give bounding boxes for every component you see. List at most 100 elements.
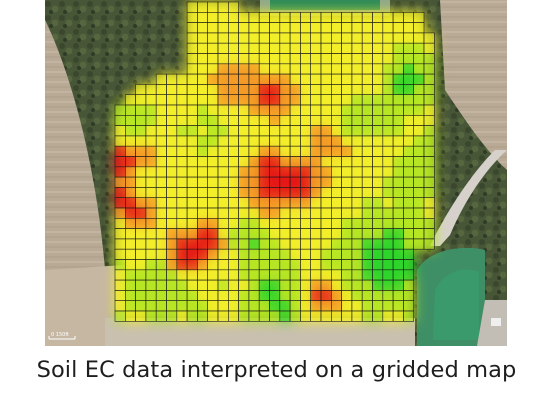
ec-grid-cell [300,248,311,260]
ec-grid-cell [258,63,270,75]
ec-grid-cell [351,300,363,312]
ec-grid-cell [392,94,404,106]
ec-grid-cell [228,228,239,240]
ec-grid-cell [320,290,332,301]
ec-grid-cell [413,207,425,219]
ec-grid-cell [228,73,239,85]
ec-grid-cell [125,135,136,147]
ec-grid-cell [279,53,291,65]
ec-grid-cell [279,228,291,240]
ec-grid-cell [382,32,394,44]
ec-grid-cell [289,125,301,137]
ec-grid-cell [207,125,219,137]
ec-grid-cell [320,22,332,34]
ec-grid-cell [238,176,250,188]
ec-grid-cell [258,145,270,157]
ec-grid-cell [310,135,322,147]
ec-grid-cell [269,228,281,240]
ec-grid-cell [330,156,342,168]
ec-grid-cell [176,166,188,178]
ec-grid-cell [258,166,270,178]
ec-grid-cell [320,176,332,188]
ec-grid-cell [197,145,208,157]
ec-grid-cell [197,94,208,106]
ec-grid-cell [392,269,404,281]
ec-grid-cell [372,248,384,260]
ec-grid-cell [228,1,239,13]
ec-grid-cell [382,125,394,137]
ec-grid-cell [155,238,167,250]
ec-grid-cell [279,218,291,229]
ec-grid-cell [258,135,270,147]
ec-grid-cell [289,176,301,188]
ec-grid-cell [186,1,198,13]
ec-grid-cell [300,125,311,137]
ec-grid-cell [248,32,260,44]
ec-grid-cell [300,279,311,291]
ec-grid-cell [217,197,229,209]
ec-grid-cell [300,73,311,85]
ec-grid-cell [403,94,414,106]
ec-grid-cell [258,156,270,168]
ec-grid-cell [361,310,373,322]
ec-grid-cell [258,290,270,301]
ec-grid-cell [228,104,239,116]
ec-grid-cell [351,218,363,229]
ec-grid-cell [330,166,342,178]
ec-grid-cell [166,269,178,281]
ec-grid-cell [238,125,250,137]
ec-grid-cell [228,84,239,96]
ec-grid-cell [217,238,229,250]
ec-grid-cell [341,197,353,209]
ec-grid-cell [228,279,239,291]
ec-grid-cell [238,156,250,168]
ec-grid-cell [392,300,404,312]
ec-grid-cell [186,94,198,106]
ec-grid-cell [135,197,147,209]
ec-grid-cell [351,53,363,65]
ec-grid-cell [176,115,188,126]
ec-grid-cell [392,125,404,137]
ec-grid-cell [330,228,342,240]
ec-grid-cell [248,53,260,65]
ec-grid-cell [145,104,157,116]
ec-grid-cell [372,42,384,54]
ec-grid-cell [197,300,208,312]
ec-grid-cell [186,42,198,54]
gridded-soil-ec-map[interactable]: 0 150ft [45,0,507,346]
ec-grid-cell [155,176,167,188]
ec-grid-cell [238,135,250,147]
ec-grid-cell [382,197,394,209]
ec-grid-cell [403,238,414,250]
ec-grid-cell [320,94,332,106]
ec-grid-cell [258,53,270,65]
ec-grid-cell [423,104,435,116]
ec-grid-cell [125,115,136,126]
ec-grid-cell [114,176,126,188]
ec-grid-cell [413,104,425,116]
ec-grid-cell [392,115,404,126]
ec-grid-cell [125,197,136,209]
ec-grid-cell [166,125,178,137]
ec-grid-cell [217,228,229,240]
ec-grid-cell [351,187,363,198]
ec-grid-cell [361,32,373,44]
ec-grid-cell [341,73,353,85]
ec-grid-cell [125,279,136,291]
ec-grid-cell [392,12,404,23]
ec-grid-cell [207,197,219,209]
ec-grid-cell [320,228,332,240]
ec-grid-cell [361,42,373,54]
ec-grid-cell [423,32,435,44]
ec-grid-cell [228,115,239,126]
ec-grid-cell [372,84,384,96]
ec-grid-cell [207,53,219,65]
ec-grid-cell [269,156,281,168]
ec-grid-cell [413,42,425,54]
ec-grid-cell [197,104,208,116]
ec-grid-cell [217,42,229,54]
ec-grid-cell [176,279,188,291]
ec-grid-cell [403,218,414,229]
ec-grid-cell [423,176,435,188]
ec-grid-cell [392,176,404,188]
